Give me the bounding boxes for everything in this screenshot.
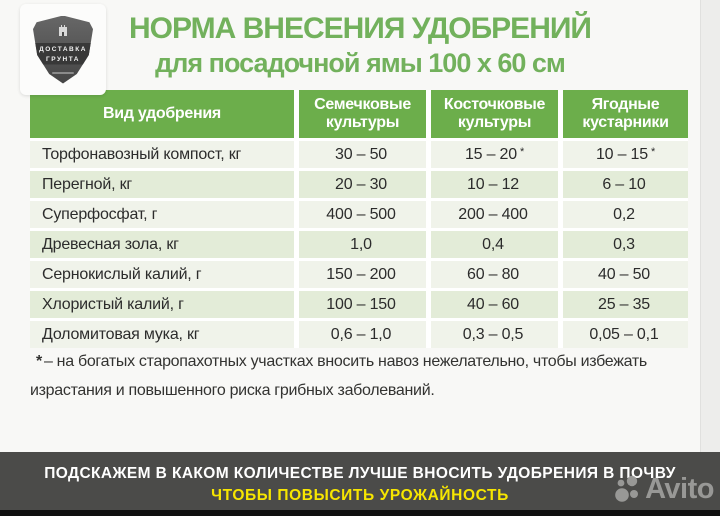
fertilizer-name-cell: Сернокислый калий, г xyxy=(30,261,294,288)
fertilizer-name-cell: Суперфосфат, г xyxy=(30,201,294,228)
column-header-pome-crops: Семечковые культуры xyxy=(299,90,426,138)
promo-banner: ПОДСКАЖЕМ В КАКОМ КОЛИЧЕСТВЕ ЛУЧШЕ ВНОСИ… xyxy=(0,452,720,510)
banner-line-2: ЧТОБЫ ПОВЫСИТЬ УРОЖАЙНОСТЬ xyxy=(211,487,509,504)
avito-wordmark: Avito xyxy=(645,473,714,505)
value-cell: 40 – 50 xyxy=(563,261,688,288)
value-cell: 0,6 – 1,0 xyxy=(299,321,426,348)
footnote-asterisk: * xyxy=(650,145,656,158)
fertilizer-name-cell: Перегной, кг xyxy=(30,171,294,198)
value-cell: 60 – 80 xyxy=(431,261,558,288)
value-cell: 10 – 12 xyxy=(431,171,558,198)
column-header-berry-bushes: Ягодные кустарники xyxy=(563,90,688,138)
value-cell: 30 – 50 xyxy=(299,141,426,168)
fertilizer-name-cell: Хлористый калий, г xyxy=(30,291,294,318)
fertilizer-name-cell: Торфонавозный компост, кг xyxy=(30,141,294,168)
value-cell: 20 – 30 xyxy=(299,171,426,198)
table-footnote: * – на богатых старопахотных участках вно… xyxy=(30,347,678,405)
tower-icon xyxy=(59,24,67,36)
footnote-text: – на богатых старопахотных участках внос… xyxy=(30,353,647,399)
value-cell: 150 – 200 xyxy=(299,261,426,288)
logo-text-line-2: ГРУНТА xyxy=(46,55,80,63)
value-cell: 0,3 – 0,5 xyxy=(431,321,558,348)
value-cell: 15 – 20 * xyxy=(431,141,558,168)
fertilizer-name-cell: Древесная зола, кг xyxy=(30,231,294,258)
value-cell: 100 – 150 xyxy=(299,291,426,318)
value-cell: 40 – 60 xyxy=(431,291,558,318)
value-cell: 10 – 15 * xyxy=(563,141,688,168)
bottom-black-strip xyxy=(0,510,720,516)
value-cell: 200 – 400 xyxy=(431,201,558,228)
page-edge-strip xyxy=(700,0,720,452)
value-cell: 0,2 xyxy=(563,201,688,228)
title-line-1: НОРМА ВНЕСЕНИЯ УДОБРЕНИЙ xyxy=(129,12,592,45)
shield-icon: ДОСТАВКА ГРУНТА xyxy=(33,15,93,84)
column-header-fertilizer-type: Вид удобрения xyxy=(30,90,294,138)
avito-dots-icon xyxy=(615,475,639,502)
fertilizer-table: Вид удобрения Семечковые культуры Косточ… xyxy=(30,90,688,348)
page-title: НОРМА ВНЕСЕНИЯ УДОБРЕНИЙ для посадочной … xyxy=(0,12,720,78)
avito-watermark: Avito xyxy=(613,471,714,504)
fertilizer-name-cell: Доломитовая мука, кг xyxy=(30,321,294,348)
logo-ribbon: ДОСТАВКА ГРУНТА xyxy=(33,42,93,65)
value-cell: 0,3 xyxy=(563,231,688,258)
footnote-asterisk: * xyxy=(519,145,525,158)
value-cell: 6 – 10 xyxy=(563,171,688,198)
banner-line-1: ПОДСКАЖЕМ В КАКОМ КОЛИЧЕСТВЕ ЛУЧШЕ ВНОСИ… xyxy=(44,465,676,482)
logo-text-line-1: ДОСТАВКА xyxy=(39,45,87,53)
company-logo: ДОСТАВКА ГРУНТА xyxy=(20,4,106,95)
value-cell: 400 – 500 xyxy=(299,201,426,228)
logo-small-mark xyxy=(52,71,74,74)
value-cell: 25 – 35 xyxy=(563,291,688,318)
column-header-stone-crops: Косточковые культуры xyxy=(431,90,558,138)
value-cell: 0,05 – 0,1 xyxy=(563,321,688,348)
footnote-marker: * xyxy=(36,353,42,370)
value-cell: 0,4 xyxy=(431,231,558,258)
title-line-2: для посадочной ямы 100 х 60 см xyxy=(155,48,566,78)
value-cell: 1,0 xyxy=(299,231,426,258)
